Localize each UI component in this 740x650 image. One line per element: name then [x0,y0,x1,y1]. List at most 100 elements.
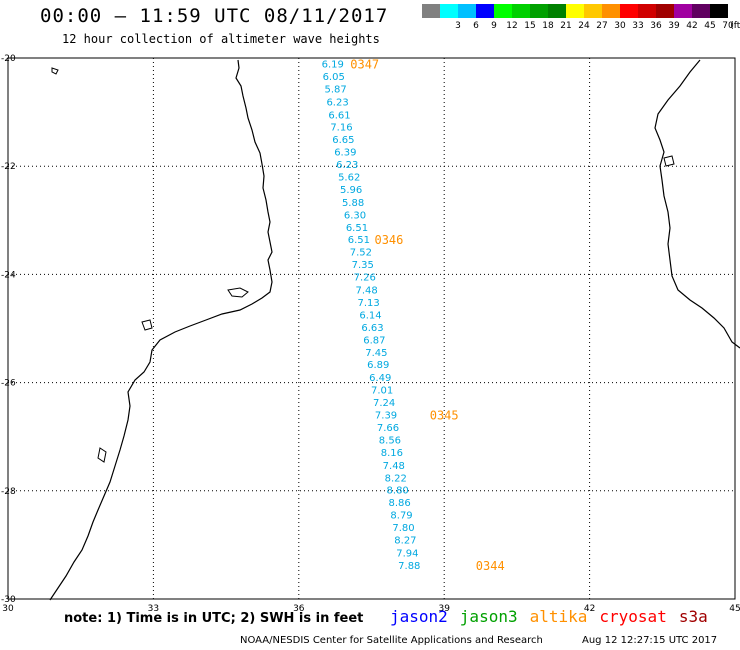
madagascar-islet [663,155,675,167]
lon-tick-label: 30 [2,604,14,614]
coastal-island-2 [141,319,153,331]
wave-height-value: 6.51 [348,235,370,246]
wave-height-value: 8.79 [390,511,412,522]
altimeter-track: 6.196.055.876.236.617.166.656.396.235.62… [322,57,505,573]
color-swatch [602,4,620,18]
wave-height-value: 6.89 [367,360,389,371]
color-swatch [710,4,728,18]
swatch-label: 6 [473,21,479,31]
swatch-label: 12 [506,21,518,31]
color-swatch [440,4,458,18]
lon-tick-label: 45 [729,604,740,614]
wave-height-value: 8.27 [394,535,416,546]
wave-height-value: 5.62 [338,172,360,183]
wave-height-value: 8.16 [381,448,403,459]
lon-tick-label: 33 [148,604,159,614]
coastlines [49,59,740,601]
wave-height-value: 5.88 [342,198,364,209]
generation-timestamp: Aug 12 12:27:15 UTC 2017 [582,635,718,646]
wave-height-value: 6.49 [369,373,391,384]
swatch-label: 30 [614,21,626,31]
mission-jason2: jason2 [390,607,448,626]
wave-height-value: 7.80 [392,523,414,534]
swatch-label: 27 [596,21,608,31]
wave-height-value: 7.88 [398,561,420,572]
wave-height-value: 6.51 [346,223,368,234]
color-swatch [620,4,638,18]
swatch-label: 21 [560,21,572,31]
lat-lon-grid [7,57,736,600]
pass-time-label: 0345 [430,409,459,423]
coastal-island-4 [51,67,59,75]
wave-height-value: 8.56 [379,435,401,446]
wave-height-value: 7.45 [365,348,387,359]
color-swatch [458,4,476,18]
color-swatch [512,4,530,18]
wave-height-value: 6.65 [332,135,354,146]
swatch-label: 33 [632,21,644,31]
wave-height-value: 7.16 [330,123,352,134]
swatch-label: 70 [722,21,734,31]
swatch-label: 24 [578,21,590,31]
wave-height-value: 7.94 [396,548,418,559]
credit-line: NOAA/NESDIS Center for Satellite Applica… [240,635,543,646]
wave-height-value: 6.63 [361,323,383,334]
swatch-label: 42 [686,21,698,31]
swatch-label: 36 [650,21,662,31]
wave-height-value: 6.30 [344,210,366,221]
wave-height-value: 7.01 [371,386,393,397]
wave-height-value: 7.26 [354,273,376,284]
wave-height-value: 7.52 [350,248,372,259]
wave-height-value: 5.87 [325,84,347,95]
map-frame [7,57,736,600]
wave-height-value: 6.61 [328,110,350,121]
wave-height-value: 5.96 [340,185,362,196]
footnote: note: 1) Time is in UTC; 2) SWH is in fe… [64,611,364,626]
color-swatch [548,4,566,18]
lat-tick-label: -20 [1,54,16,64]
pass-time-label: 0344 [476,559,505,573]
mission-jason3: jason3 [459,607,518,626]
page-title: 00:00 – 11:59 UTC 08/11/2017 [40,5,389,27]
color-swatch [566,4,584,18]
color-swatch [476,4,494,18]
color-swatch [422,4,440,18]
mission-cryosat: cryosat [599,607,667,626]
pass-time-label: 0346 [374,233,403,247]
wave-height-value: 6.23 [326,97,348,108]
wave-height-value: 6.19 [322,59,344,70]
coastal-island-3 [97,447,107,463]
wave-height-value: 7.13 [357,298,379,309]
wave-height-value: 7.48 [356,286,378,297]
lat-tick-label: -26 [1,379,16,389]
color-swatch [584,4,602,18]
lat-tick-label: -22 [1,162,16,172]
wave-height-value: 6.14 [359,310,381,321]
lon-tick-label: 39 [438,604,450,614]
swatch-label: 15 [524,21,536,31]
mission-altika: altika [529,607,588,626]
africa-coastline [49,59,273,601]
pass-time-label: 0347 [350,57,379,71]
swatch-label: 9 [491,21,497,31]
wave-height-value: 7.48 [383,461,405,472]
swatch-label: 18 [542,21,554,31]
swatch-label: 45 [704,21,716,31]
lat-tick-label: -28 [1,487,16,497]
swatch-label: 3 [455,21,461,31]
color-swatch [692,4,710,18]
color-swatch [656,4,674,18]
lat-tick-label: -24 [1,270,16,280]
color-swatch [638,4,656,18]
wave-height-value: 8.80 [387,486,409,497]
wave-height-value: 8.22 [385,473,407,484]
wave-height-value: 7.39 [375,411,397,422]
color-swatch [674,4,692,18]
lon-tick-label: 42 [584,604,595,614]
swatch-label: 39 [668,21,680,31]
mission-legend: jason2 jason3 altika cryosat s3a [390,607,720,626]
page-subtitle: 12 hour collection of altimeter wave hei… [62,32,380,46]
